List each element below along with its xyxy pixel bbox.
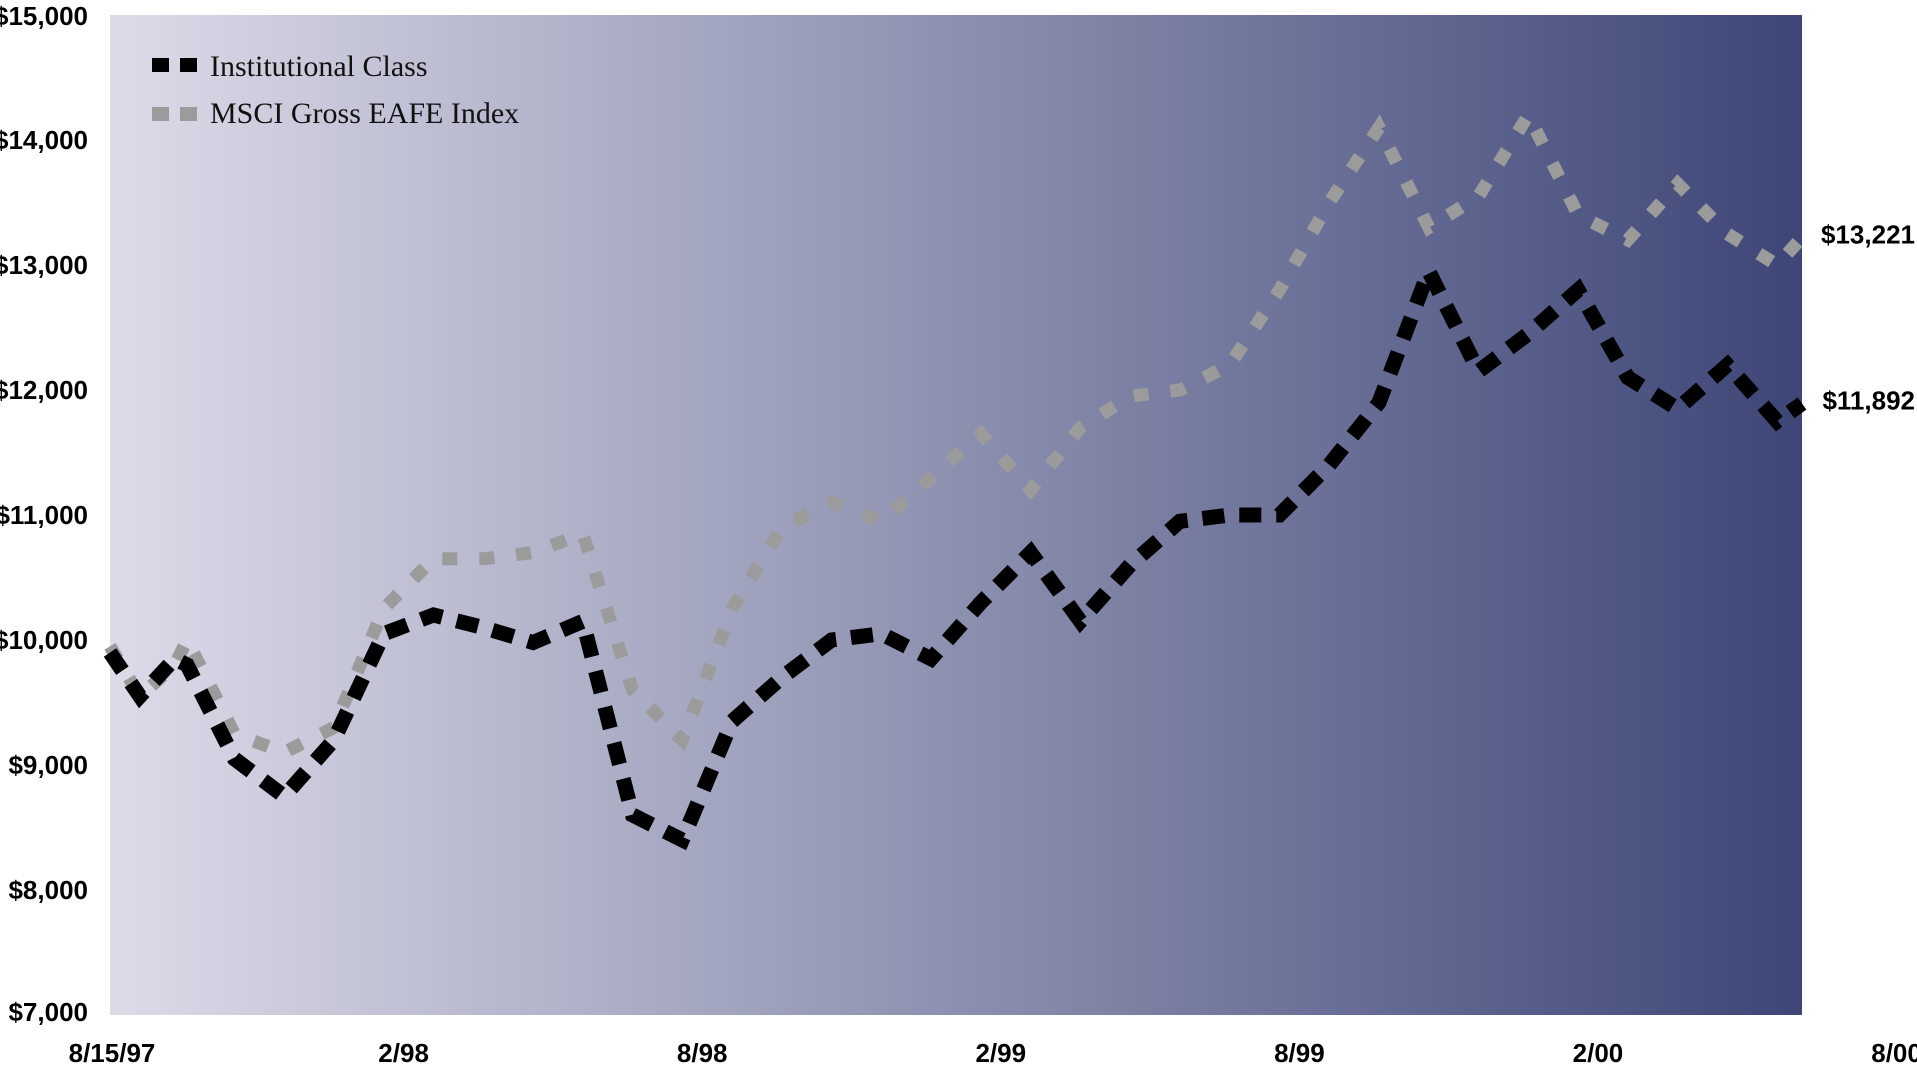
- y-tick-label: $8,000: [8, 875, 88, 905]
- end-value-label: $13,221: [1821, 219, 1915, 249]
- legend-label-institutional-class: Institutional Class: [210, 50, 428, 83]
- plot-area: [110, 15, 1802, 1015]
- x-tick-label: 8/99: [1274, 1038, 1325, 1067]
- x-tick-label: 8/15/97: [69, 1038, 156, 1067]
- y-tick-label: $7,000: [8, 997, 88, 1027]
- y-tick-label: $14,000: [0, 125, 88, 155]
- series-lines: [103, 101, 1807, 851]
- x-tick-label: 2/99: [975, 1038, 1026, 1067]
- series-end-labels: $13,221 $11,892: [1821, 219, 1915, 415]
- legend-entry-msci-gross-eafe-index: MSCI Gross EAFE Index: [152, 97, 519, 130]
- legend-label-msci-gross-eafe-index: MSCI Gross EAFE Index: [210, 97, 519, 130]
- x-axis-tick-labels: 8/15/97 2/98 8/98 2/99 8/99 2/00 8/00: [69, 1038, 1917, 1067]
- end-value-label: $11,892: [1822, 386, 1915, 416]
- y-tick-label: $12,000: [0, 375, 88, 405]
- y-tick-label: $15,000: [0, 1, 88, 31]
- y-tick-label: $10,000: [0, 625, 88, 655]
- x-tick-label: 2/98: [378, 1038, 429, 1067]
- x-tick-label: 2/00: [1573, 1038, 1624, 1067]
- y-tick-label: $11,000: [0, 500, 88, 530]
- y-tick-label: $9,000: [8, 750, 88, 780]
- y-axis-tick-labels: $7,000 $8,000 $9,000 $10,000 $11,000 $12,000 $…: [0, 1, 88, 1027]
- legend-entry-institutional-class: Institutional Class: [152, 50, 428, 83]
- legend: Institutional Class MSCI Gross EAFE Inde…: [152, 50, 519, 130]
- y-tick-label: $13,000: [0, 250, 88, 280]
- series-line-institutional-class: [103, 252, 1807, 851]
- x-tick-label: 8/98: [677, 1038, 728, 1067]
- x-tick-label: 8/00: [1871, 1038, 1917, 1067]
